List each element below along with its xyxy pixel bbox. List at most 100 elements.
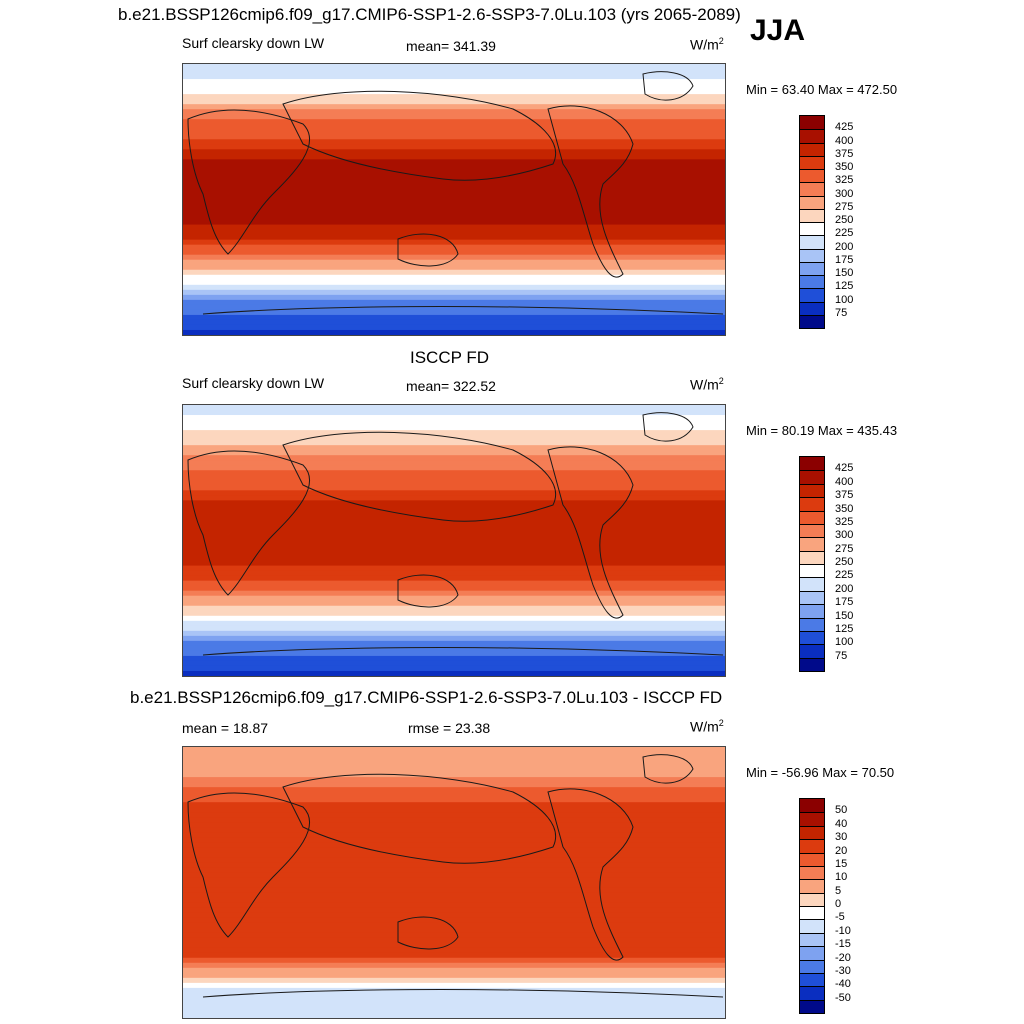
colorbar-tick-label: 10 — [835, 871, 848, 884]
colorbar-tick-label: -20 — [835, 951, 851, 964]
diff-title: b.e21.BSSP126cmip6.f09_g17.CMIP6-SSP1-2.… — [130, 688, 723, 707]
colorbar-swatch — [800, 919, 824, 933]
colorbar-tick-label: 375 — [835, 489, 854, 502]
heatmap-band — [183, 144, 725, 150]
heatmap-band — [183, 747, 725, 753]
colorbar-swatch — [800, 865, 824, 880]
colorbar-tick-label: 300 — [835, 529, 854, 542]
heatmap-band — [183, 199, 725, 206]
heatmap-band — [183, 992, 725, 999]
colorbar-tick-label: 75 — [835, 649, 848, 662]
heatmap-band — [183, 645, 725, 652]
obs-title: ISCCP FD — [410, 348, 490, 367]
heatmap-band — [183, 134, 725, 140]
season-label: JJA — [750, 14, 806, 47]
heatmap-band — [183, 159, 725, 165]
panel1-heatmap — [183, 64, 725, 335]
heatmap-band — [183, 254, 725, 261]
panel2-mean: mean= 322.52 — [406, 378, 496, 394]
panel2-colorbar — [799, 456, 825, 672]
heatmap-band — [183, 465, 725, 471]
heatmap-band — [183, 1002, 725, 1009]
colorbar-swatch — [800, 577, 824, 591]
colorbar-tick-label: 150 — [835, 267, 854, 279]
heatmap-band — [183, 600, 725, 607]
heatmap-band — [183, 670, 725, 676]
heatmap-band — [183, 962, 725, 969]
colorbar-tick-label: 50 — [835, 804, 848, 817]
panel1-variable: Surf clearsky down LW — [182, 35, 325, 51]
heatmap-band — [183, 445, 725, 451]
heatmap-band — [183, 565, 725, 572]
heatmap-band — [183, 249, 725, 256]
heatmap-band — [183, 274, 725, 281]
heatmap-band — [183, 872, 725, 879]
heatmap-band — [183, 630, 725, 637]
colorbar-tick-label: 20 — [835, 844, 848, 857]
heatmap-band — [183, 665, 725, 672]
colorbar-tick-label: 400 — [835, 475, 854, 488]
heatmap-band — [183, 650, 725, 657]
heatmap-band — [183, 1012, 725, 1018]
heatmap-band — [183, 410, 725, 416]
heatmap-band — [183, 640, 725, 647]
colorbar-swatch — [800, 812, 824, 826]
heatmap-band — [183, 164, 725, 170]
colorbar-tick-label: 425 — [835, 462, 854, 475]
colorbar-tick-label: 375 — [835, 147, 854, 160]
heatmap-band — [183, 440, 725, 446]
colorbar-swatch — [800, 288, 824, 302]
heatmap-band — [183, 69, 725, 75]
heatmap-band — [183, 847, 725, 853]
heatmap-band — [183, 912, 725, 919]
colorbar-swatch — [800, 972, 824, 987]
heatmap-band — [183, 415, 725, 421]
colorbar-tick-label: 250 — [835, 556, 854, 568]
colorbar-swatch — [800, 946, 824, 960]
colorbar-swatch — [800, 630, 824, 645]
colorbar-swatch — [800, 195, 824, 209]
colorbar-swatch — [800, 657, 824, 671]
coastline — [547, 788, 634, 961]
run-title: b.e21.BSSP126cmip6.f09_g17.CMIP6-SSP1-2.… — [118, 5, 741, 24]
colorbar-swatch — [800, 208, 824, 222]
coastline — [202, 647, 724, 656]
heatmap-band — [183, 264, 725, 271]
heatmap-band — [183, 154, 725, 160]
heatmap-band — [183, 109, 725, 115]
heatmap-band — [183, 595, 725, 602]
heatmap-band — [183, 942, 725, 949]
coastline — [202, 306, 724, 315]
coastline — [282, 431, 557, 522]
heatmap-band — [183, 119, 725, 125]
colorbar-swatch — [800, 222, 824, 236]
heatmap-band — [183, 535, 725, 542]
heatmap-band — [183, 530, 725, 537]
heatmap-band — [183, 129, 725, 135]
heatmap-band — [183, 329, 725, 335]
colorbar-swatch — [800, 470, 824, 484]
colorbar-swatch — [800, 839, 824, 853]
colorbar-tick-label: 325 — [835, 174, 854, 187]
colorbar-swatch — [800, 129, 824, 143]
heatmap-band — [183, 309, 725, 316]
colorbar-swatch — [800, 235, 824, 249]
heatmap-band — [183, 772, 725, 778]
heatmap-band — [183, 947, 725, 954]
heatmap-band — [183, 877, 725, 884]
heatmap-band — [183, 757, 725, 763]
colorbar-swatch — [800, 799, 824, 813]
heatmap-band — [183, 812, 725, 818]
panel3-minmax: Min = -56.96 Max = 70.50 — [746, 765, 895, 780]
heatmap-band — [183, 802, 725, 808]
colorbar-tick-label: -30 — [835, 964, 851, 977]
heatmap-band — [183, 259, 725, 266]
colorbar-tick-label: 100 — [835, 636, 854, 649]
heatmap-band — [183, 605, 725, 612]
heatmap-band — [183, 174, 725, 181]
colorbar-swatch — [800, 155, 824, 169]
panel1-map — [182, 63, 726, 336]
heatmap-band — [183, 279, 725, 286]
colorbar-swatch — [800, 932, 824, 947]
heatmap-band — [183, 485, 725, 491]
